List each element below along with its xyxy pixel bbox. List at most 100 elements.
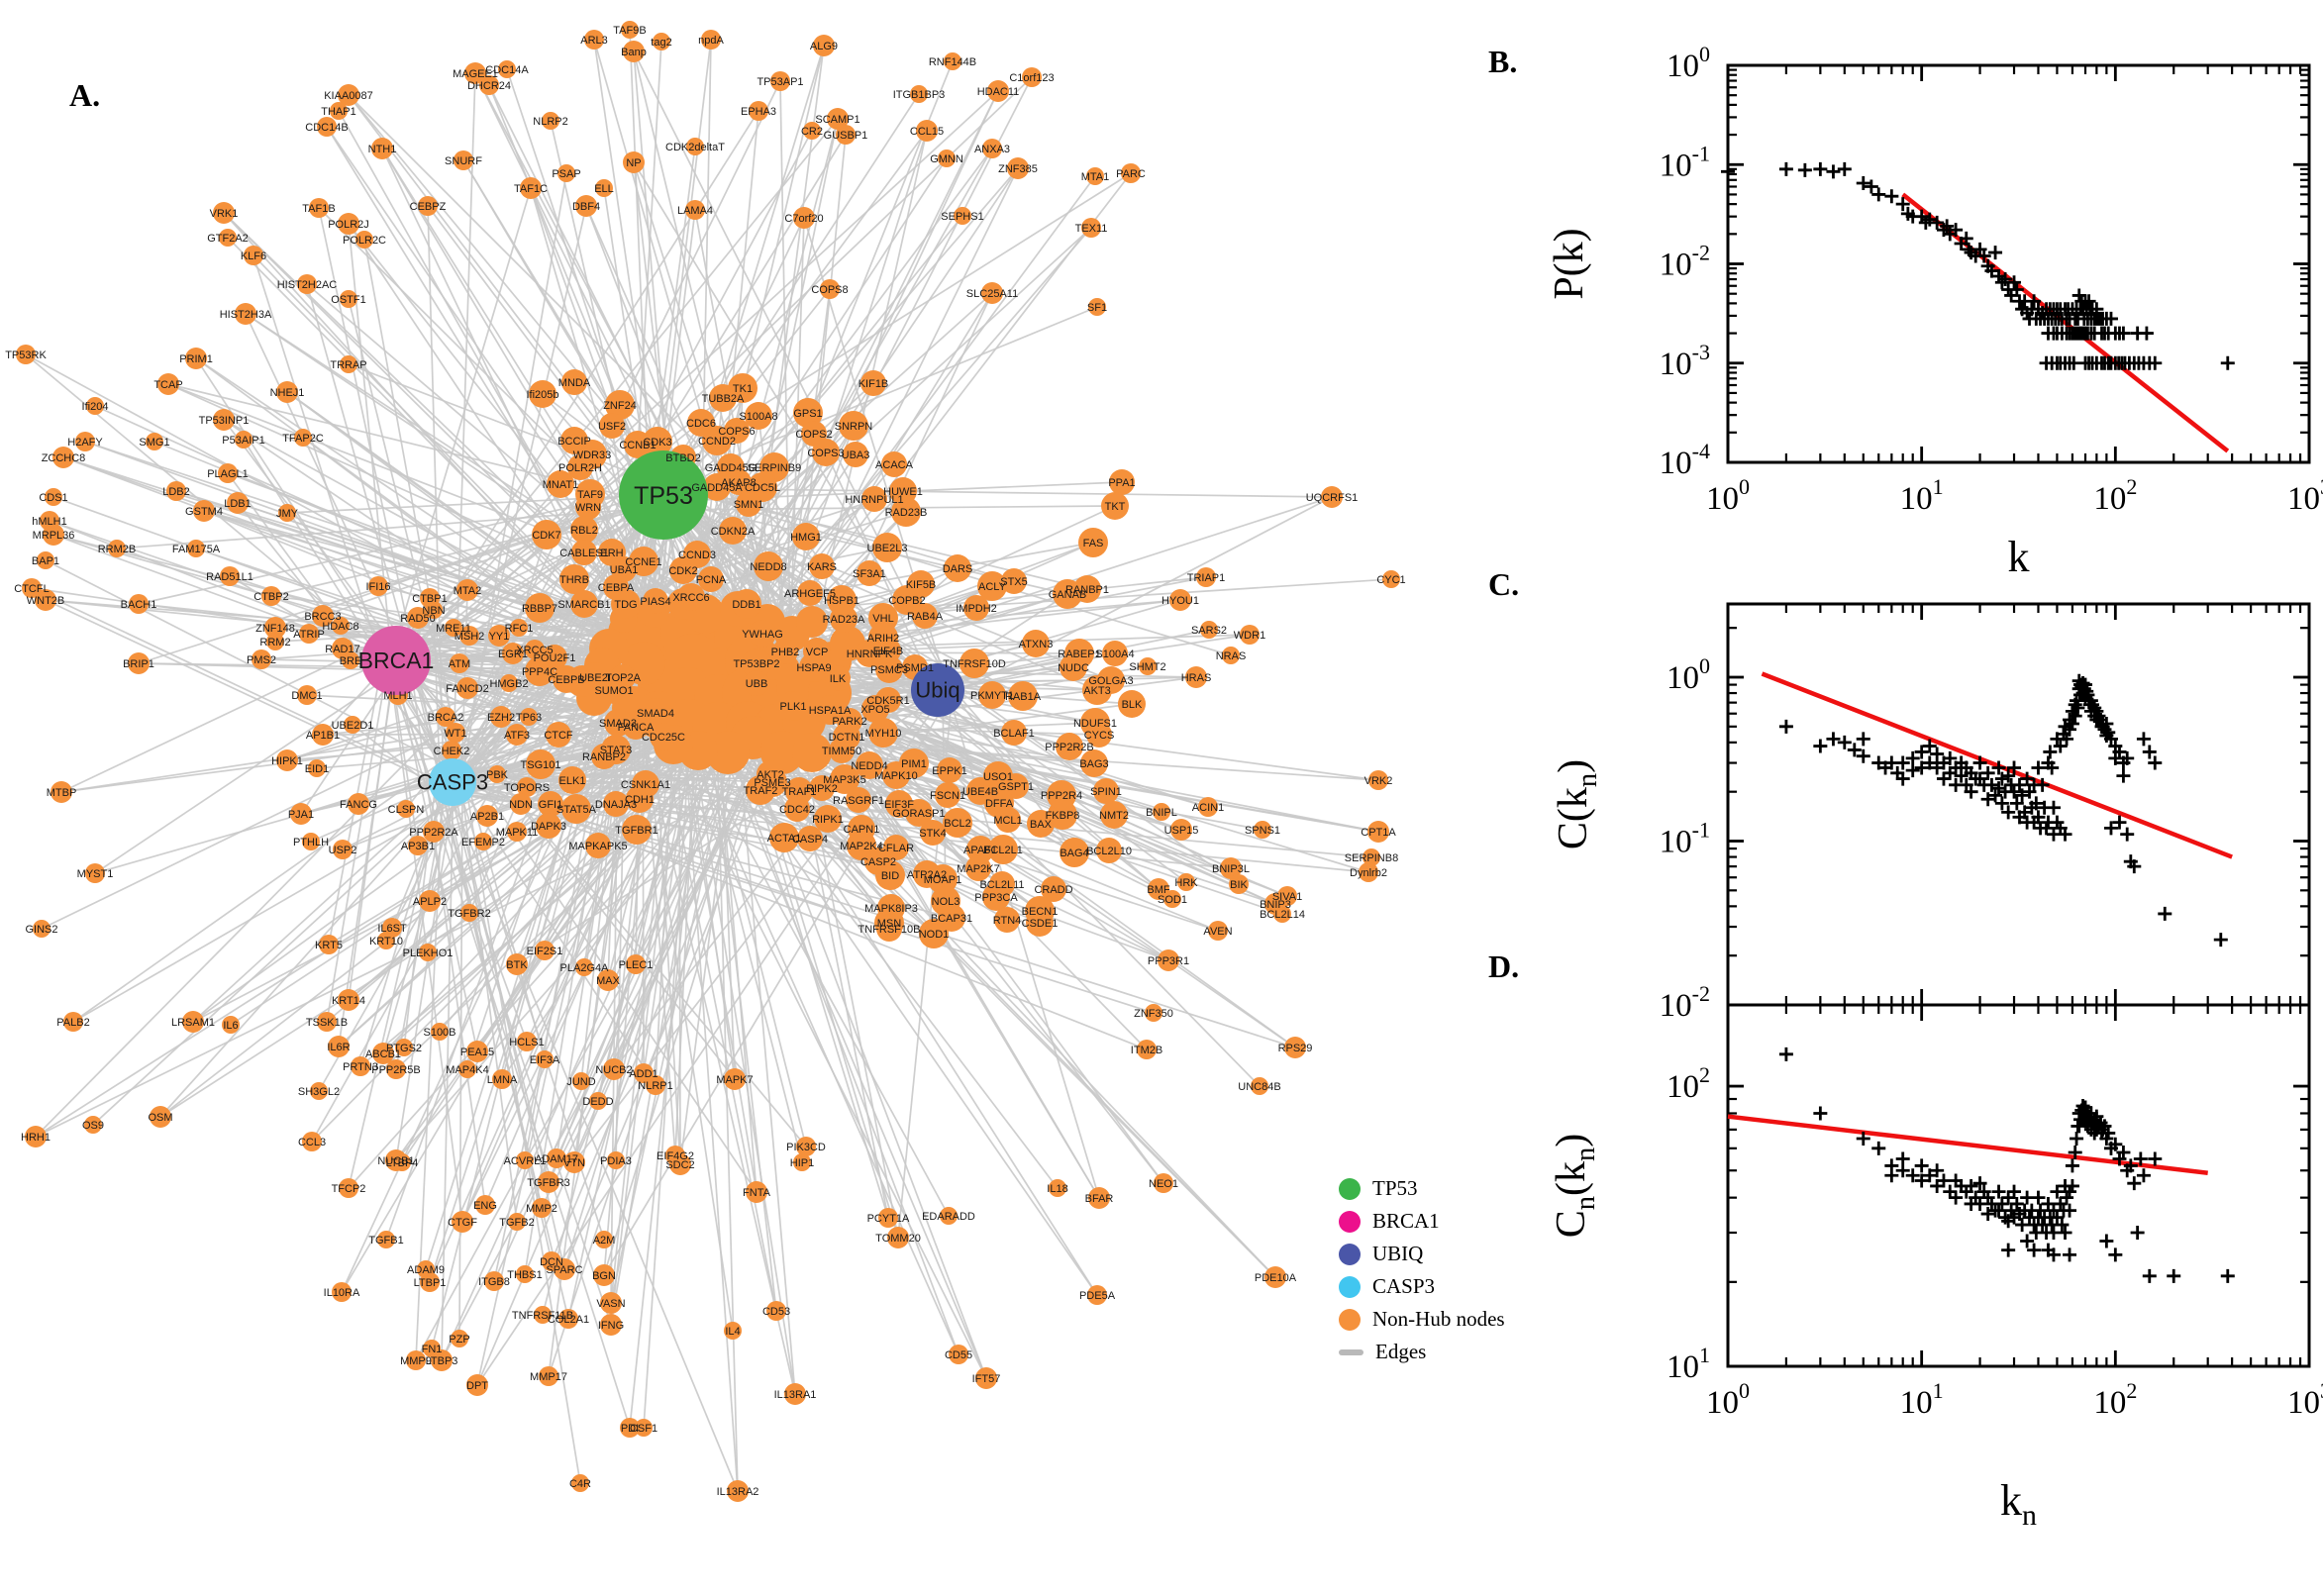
node-label: CCL15 xyxy=(910,126,944,138)
network-node xyxy=(591,744,617,769)
network-node xyxy=(605,390,635,420)
legend-label-brca1: BRCA1 xyxy=(1372,1209,1440,1233)
network-node xyxy=(988,835,1018,864)
node-label: PRTN3 xyxy=(343,1061,378,1073)
node-label: NLRP1 xyxy=(638,1080,672,1092)
node-label: MYST1 xyxy=(77,868,114,880)
node-label: COPS2 xyxy=(795,429,832,441)
network-node xyxy=(770,71,790,91)
network-node xyxy=(621,21,639,39)
y-tick-label: 10-2 xyxy=(1660,241,1710,283)
network-node xyxy=(1101,492,1129,520)
legend-item-casp3: CASP3 xyxy=(1339,1270,1576,1303)
node-label: DMC1 xyxy=(291,690,322,702)
node-label: BACH1 xyxy=(121,599,157,611)
node-label: HDAC11 xyxy=(977,86,1020,98)
node-label: CEBPA xyxy=(598,582,635,594)
network-node xyxy=(244,246,263,265)
network-node xyxy=(727,1480,749,1502)
node-label: UBE2I xyxy=(579,672,611,684)
network-node xyxy=(1273,905,1291,923)
node-label: ZCCHC8 xyxy=(42,452,86,464)
network-node xyxy=(703,473,731,501)
y-tick-label: 101 xyxy=(1666,1343,1710,1385)
node-label: BAG3 xyxy=(1079,758,1108,770)
network-node xyxy=(643,427,672,456)
node-label: ILK xyxy=(830,673,847,685)
node-label: SPNS1 xyxy=(1245,825,1280,837)
network-node xyxy=(650,723,677,750)
node-label: PBK xyxy=(486,769,509,781)
node-label: BECN1 xyxy=(1022,906,1059,918)
network-node xyxy=(1008,681,1038,711)
network-node xyxy=(510,793,532,815)
network-node xyxy=(724,1322,742,1340)
network-node xyxy=(1368,770,1388,790)
network-node xyxy=(571,1474,589,1492)
node-label: TOP2A xyxy=(605,672,642,684)
node-label: PDI xyxy=(621,1423,639,1435)
hub-layer xyxy=(361,450,964,806)
network-node xyxy=(235,303,256,325)
node-label: S100A4 xyxy=(1095,648,1134,660)
network-node xyxy=(1200,621,1218,639)
node-label: TGFB2 xyxy=(499,1217,534,1229)
node-label: HIST2H3A xyxy=(220,309,272,321)
hub-node-casp3 xyxy=(429,758,476,806)
node-label: PIK3CD xyxy=(786,1142,826,1153)
network-node xyxy=(825,665,851,691)
node-label: BCAP31 xyxy=(931,913,972,925)
network-node xyxy=(466,1041,488,1062)
node-label: SHMT2 xyxy=(1129,661,1165,673)
network-node xyxy=(559,564,589,594)
node-label: JMY xyxy=(276,508,299,520)
network-node xyxy=(458,1060,476,1078)
network-node xyxy=(1086,167,1104,185)
network-node xyxy=(797,826,823,851)
node-label: CDC25C xyxy=(642,732,685,744)
node-label: BCCIP xyxy=(557,436,591,448)
node-label: WRN xyxy=(575,502,601,514)
node-label: KIAA0087 xyxy=(324,90,373,102)
network-node xyxy=(340,290,357,308)
node-label: TNFRSF10B xyxy=(858,924,921,936)
network-node xyxy=(516,1265,534,1283)
node-label: MAPK7 xyxy=(716,1074,753,1086)
network-node xyxy=(16,345,36,364)
network-node xyxy=(622,815,652,845)
node-label: DHCR24 xyxy=(467,80,511,92)
network-node xyxy=(213,409,235,431)
node-label: CDK3 xyxy=(643,437,671,449)
brca1-dot-icon xyxy=(1339,1210,1361,1233)
node-label: HNRNPK xyxy=(847,648,893,660)
network-node xyxy=(1022,67,1042,87)
network-node xyxy=(340,355,357,373)
node-label: H2AFY xyxy=(67,437,103,449)
network-node xyxy=(995,807,1021,833)
x-tick-label: 103 xyxy=(2287,1378,2323,1421)
node-label: YWHAG xyxy=(742,629,783,641)
network-node xyxy=(1137,1040,1157,1059)
node-label: WDR33 xyxy=(573,449,612,461)
network-node xyxy=(632,770,659,798)
node-label: PCNA xyxy=(696,574,727,586)
network-node xyxy=(278,504,296,522)
node-label: PMS2 xyxy=(247,654,276,666)
network-node xyxy=(920,820,946,846)
network-node xyxy=(1088,1187,1110,1209)
network-node xyxy=(542,112,559,130)
node-label: PSAP xyxy=(552,168,580,180)
y-tick-label: 100 xyxy=(1666,42,1710,84)
node-label: BTBD2 xyxy=(665,452,700,464)
node-label: FANCD2 xyxy=(446,683,488,695)
network-node xyxy=(382,918,402,938)
node-label: MAPK10 xyxy=(874,770,917,782)
node-label: RAD17 xyxy=(325,644,359,655)
network-node xyxy=(1154,1173,1173,1193)
network-node xyxy=(407,607,429,629)
network-node xyxy=(1185,666,1207,688)
network-node xyxy=(339,1178,358,1198)
network-node xyxy=(218,463,238,483)
node-label: MRE11 xyxy=(436,623,471,635)
